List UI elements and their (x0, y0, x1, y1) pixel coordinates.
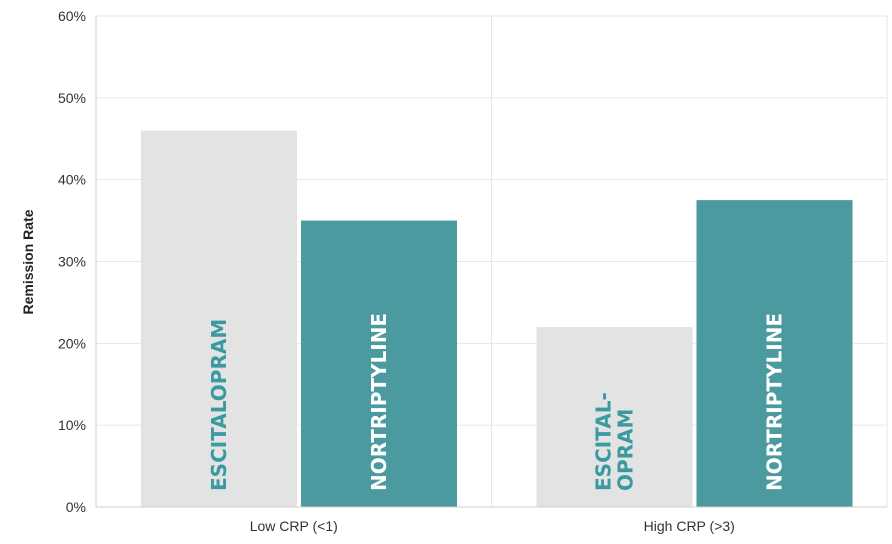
y-tick-label: 0% (66, 499, 86, 515)
y-axis-title: Remission Rate (20, 209, 36, 314)
bar-label: OPRAM (614, 409, 638, 491)
bar-label: NORTRIPTYLINE (367, 313, 391, 491)
x-tick-label: High CRP (>3) (644, 518, 735, 534)
y-tick-label: 20% (58, 335, 86, 351)
bar-label: ESCITAL- (592, 392, 616, 491)
bar-label: ESCITALOPRAM (207, 319, 231, 491)
y-tick-label: 30% (58, 254, 86, 270)
axes: 0% 10% 20% 30% 40% 50% 60% Low CRP (<1) High CRP… (58, 8, 887, 534)
bar-escitalopram (536, 326, 693, 507)
y-tick-label: 50% (58, 90, 86, 106)
bar-nortriptyline (696, 200, 853, 507)
bar-label: NORTRIPTYLINE (763, 313, 787, 491)
y-tick-label: 40% (58, 172, 86, 188)
bar-nortriptyline (301, 220, 457, 508)
bars (141, 130, 853, 508)
y-tick-label: 60% (58, 8, 86, 24)
x-tick-label: Low CRP (<1) (250, 518, 338, 534)
bar-escitalopram (141, 130, 297, 508)
bar-labels: ESCITALOPRAM NORTRIPTYLINE ESCITAL-OPRAM NO… (207, 313, 787, 491)
y-tick-label: 10% (58, 417, 86, 433)
